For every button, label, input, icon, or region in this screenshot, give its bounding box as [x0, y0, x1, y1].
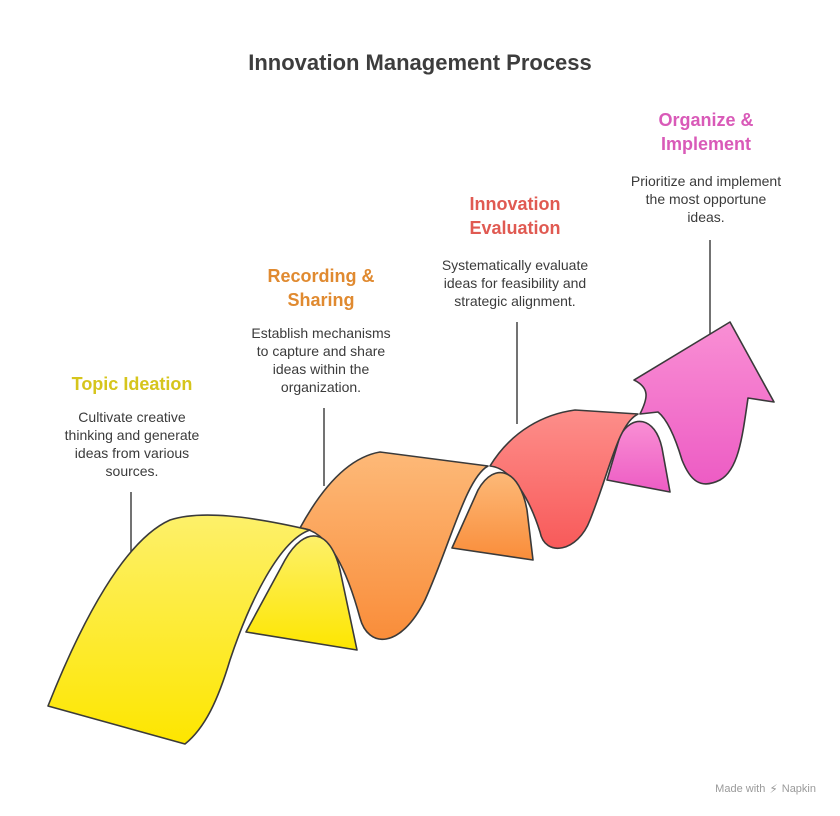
wave-segment-yellow-back	[245, 535, 358, 651]
step-4-title: Organize & Implement	[658, 110, 754, 154]
napkin-brand-label: Napkin	[781, 783, 816, 795]
wave-segment-red-back	[451, 471, 534, 561]
made-with-label: Made with	[715, 783, 766, 795]
wave-segment-orange	[299, 451, 489, 641]
step-3-description: Systematically evaluate ideas for feasib…	[441, 257, 589, 309]
arrow-head	[633, 321, 775, 485]
wave-segment-red	[489, 409, 639, 550]
step-2-title: Recording & Sharing	[267, 266, 375, 310]
napkin-logo-icon: ⚡	[769, 782, 778, 796]
step-4-description: Prioritize and implement the most opport…	[630, 173, 782, 225]
step-1-description: Cultivate creative thinking and generate…	[64, 409, 200, 479]
step-3-title: Innovation Evaluation	[469, 194, 561, 238]
page-title: Innovation Management Process	[248, 50, 592, 75]
wave-segment-yellow	[47, 514, 311, 745]
step-2-description: Establish mechanisms to capture and shar…	[251, 325, 391, 395]
step-1-title: Topic Ideation	[71, 374, 193, 394]
footer-attribution[interactable]: Made with ⚡ Napkin	[715, 782, 816, 796]
